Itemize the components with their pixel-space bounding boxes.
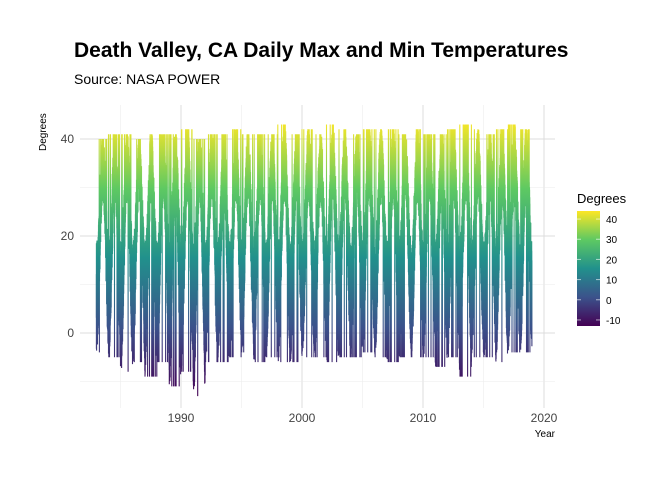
year-series-1994 (228, 129, 243, 358)
y-tick-label: 20 (61, 229, 75, 243)
axes: 1990 2000 2010 2020 0 20 40 (61, 132, 558, 425)
colorbar (577, 211, 600, 326)
y-tick-label: 0 (67, 326, 74, 340)
year-series-2010 (422, 134, 436, 358)
year-series-2016 (495, 129, 509, 363)
x-tick-label: 2020 (531, 411, 558, 425)
year-series-1989 (168, 134, 182, 387)
year-series-1997 (265, 134, 279, 358)
year-series-2000 (301, 129, 315, 358)
y-tick-label: 40 (61, 132, 75, 146)
year-series-1985 (119, 134, 134, 372)
legend-tick-label: -10 (606, 316, 621, 327)
year-series-1990 (180, 129, 194, 372)
year-series-2004 (349, 134, 364, 358)
x-tick-label: 2010 (410, 411, 437, 425)
year-series-1992 (204, 134, 218, 363)
y-axis-label: Degrees (38, 113, 49, 151)
x-tick-label: 1990 (168, 411, 195, 425)
year-series-1998 (277, 124, 291, 363)
year-series-1993 (216, 134, 230, 363)
legend-tick-label: 30 (606, 235, 618, 246)
data-lines (95, 124, 533, 397)
legend-title: Degrees (577, 191, 627, 206)
year-series-2018 (519, 129, 533, 353)
year-series-1995 (240, 134, 255, 353)
year-series-2007 (386, 129, 400, 363)
year-series-1984 (107, 134, 122, 358)
year-series-2005 (361, 129, 376, 353)
year-series-1983 (95, 139, 109, 353)
year-series-2014 (470, 129, 485, 358)
year-series-2013 (458, 124, 472, 377)
year-series-2011 (434, 134, 448, 367)
legend-tick-label: 20 (606, 255, 618, 266)
year-series-1996 (253, 134, 267, 363)
legend-tick-label: 40 (606, 215, 618, 226)
year-series-2008 (398, 134, 412, 358)
year-series-1987 (144, 134, 158, 377)
legend-tick-label: 0 (606, 296, 612, 307)
year-series-2001 (313, 134, 327, 358)
x-tick-label: 2000 (289, 411, 316, 425)
year-series-2003 (337, 129, 351, 358)
year-series-2002 (325, 124, 339, 363)
year-series-2009 (410, 129, 424, 358)
legend: Degrees 40 30 20 10 0 -10 (577, 191, 627, 327)
year-series-2012 (446, 129, 460, 358)
chart-subtitle: Source: NASA POWER (74, 71, 220, 87)
year-series-2015 (482, 134, 497, 358)
legend-tick-label: 10 (606, 276, 618, 287)
x-axis-label: Year (535, 429, 556, 440)
year-series-2017 (507, 124, 521, 353)
year-series-1991 (192, 139, 206, 397)
year-series-2006 (374, 129, 388, 358)
year-series-1988 (156, 134, 170, 363)
year-series-1986 (132, 139, 146, 363)
chart-title: Death Valley, CA Daily Max and Min Tempe… (74, 39, 568, 62)
year-series-1999 (289, 134, 303, 363)
